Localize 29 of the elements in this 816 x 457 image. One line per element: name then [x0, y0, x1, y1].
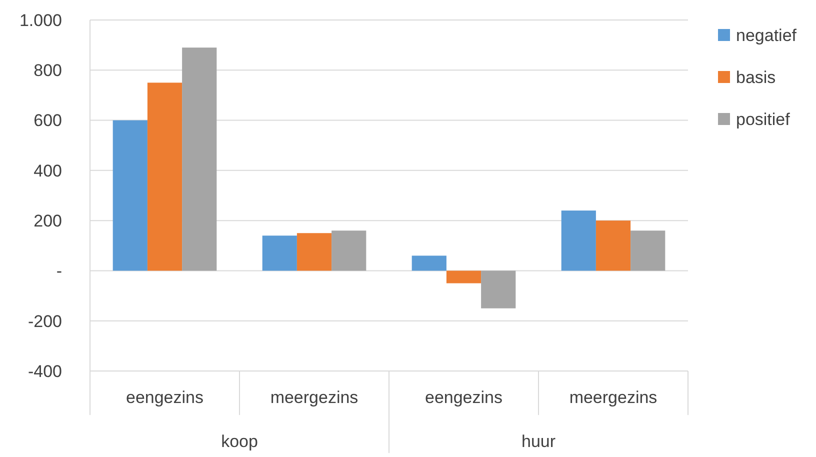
- text: huur: [521, 432, 556, 451]
- bar: [332, 230, 366, 271]
- bar: [561, 210, 596, 271]
- x-tick-label: meergezins: [569, 388, 658, 407]
- bar: [630, 230, 666, 271]
- legend-label: positief: [736, 110, 790, 129]
- y-tick-label: -: [56, 262, 62, 281]
- y-tick-label: -400: [28, 362, 62, 381]
- x-tick-label: eengezins: [424, 388, 503, 407]
- y-tick-label: 1.000: [19, 10, 62, 30]
- y-tick-label: 800: [34, 61, 62, 80]
- bar: [112, 120, 148, 271]
- bar: [596, 220, 631, 271]
- x-tick-label: meergezins: [270, 388, 358, 407]
- text: koop: [221, 432, 258, 451]
- bar: [481, 270, 516, 308]
- bar: [412, 256, 446, 271]
- legend-label: negatief: [736, 26, 797, 45]
- y-tick-label: 400: [34, 161, 62, 180]
- bar: [446, 270, 482, 284]
- bar: [262, 236, 297, 271]
- legend-label: basis: [736, 68, 776, 87]
- y-tick-label: 200: [34, 212, 62, 231]
- y-tick-label: -200: [28, 312, 62, 331]
- y-tick-label: 600: [34, 111, 62, 130]
- x-tick-label: eengezins: [126, 388, 204, 407]
- bar: [296, 233, 332, 271]
- bar: [182, 48, 217, 271]
- bar: [147, 82, 182, 271]
